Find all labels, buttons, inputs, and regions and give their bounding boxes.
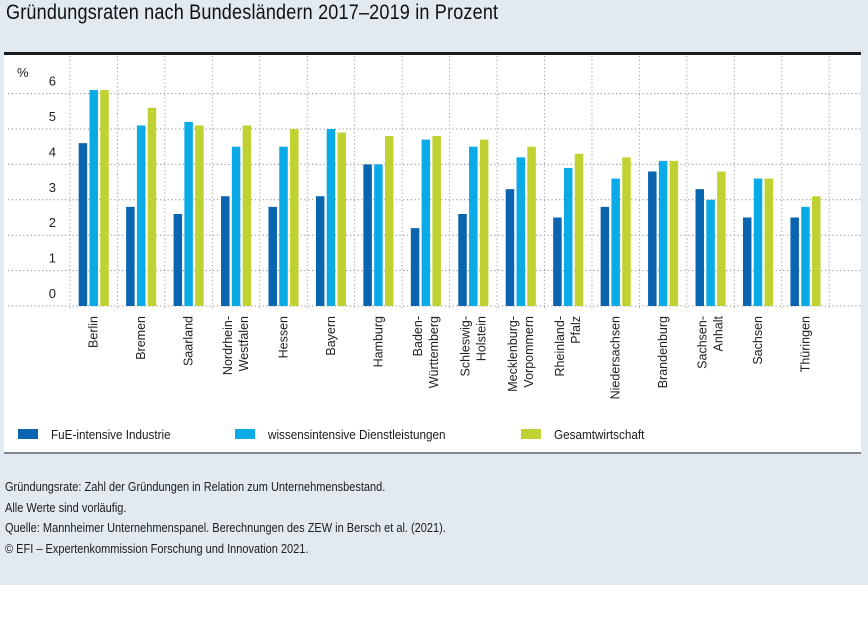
bar-wissen (753, 178, 763, 306)
bar-wissen (136, 125, 146, 307)
bar-fue (410, 228, 420, 306)
bar-gesamt (195, 125, 204, 307)
legend-swatch-gesamt (521, 429, 541, 439)
x-category-label: Baden- (411, 316, 425, 356)
bar-wissen (563, 167, 573, 306)
bars (78, 90, 821, 307)
x-category-label: Westfalen (237, 316, 251, 371)
bar-fue (126, 206, 135, 306)
y-tick-label: 6 (49, 74, 56, 89)
bar-wissen (279, 146, 288, 306)
x-category-label: Württemberg (427, 316, 441, 388)
bar-wissen (89, 90, 98, 306)
bar-wissen (469, 146, 478, 306)
x-category-label: Hamburg (371, 316, 385, 367)
bar-fue (458, 213, 467, 306)
bar-fue (315, 196, 325, 306)
x-category-label: Pfalz (569, 316, 583, 344)
y-tick-label: 2 (49, 215, 56, 230)
bar-wissen (326, 129, 336, 306)
bar-wissen (658, 160, 668, 306)
bar-gesamt (622, 157, 631, 306)
bar-wissen (611, 178, 620, 306)
x-category-label: Mecklenburg- (506, 316, 520, 392)
bar-fue (268, 206, 277, 306)
bar-fue (600, 206, 610, 306)
bar-fue (742, 217, 752, 306)
note-copyright: © EFI – Expertenkommission Forschung und… (5, 541, 309, 556)
bar-gesamt (812, 196, 821, 306)
y-tick-label: 5 (49, 109, 56, 124)
bar-fue (695, 189, 705, 306)
bar-gesamt (527, 146, 536, 306)
legend-label-wissen: wissensintensive Dienstleistungen (268, 426, 446, 442)
bar-gesamt (242, 125, 252, 307)
bar-fue (78, 143, 88, 306)
x-category-label: Bremen (134, 316, 148, 360)
bar-fue (648, 171, 657, 306)
y-tick-label: 4 (49, 144, 56, 159)
x-category-label: Bayern (324, 316, 338, 356)
bar-gesamt (337, 132, 347, 306)
bar-gesamt (669, 160, 679, 306)
note-source: Quelle: Mannheimer Unternehmenspanel. Be… (5, 521, 446, 535)
x-category-label: Nordrhein- (221, 316, 235, 375)
bar-fue (553, 217, 562, 306)
note-definition: Gründungsrate: Zahl der Gründungen in Re… (5, 480, 386, 494)
y-axis-unit-label: % (17, 65, 29, 80)
bar-gesamt (147, 107, 157, 306)
bar-fue (173, 213, 183, 306)
chart-title: Gründungsraten nach Bundesländern 2017–2… (6, 1, 499, 24)
x-category-label: Schleswig- (458, 316, 472, 376)
x-category-label: Holstein (474, 316, 488, 361)
legend-item-gesamt: Gesamtwirtschaft (521, 427, 654, 442)
legend-item-fue: FuE-intensive Industrie (18, 427, 184, 442)
x-category-label: Niedersachsen (609, 316, 623, 399)
x-category-label: Hessen (277, 316, 291, 358)
bar-gesamt (479, 139, 489, 306)
legend-item-wissen: wissensintensive Dienstleistungen (235, 427, 465, 442)
x-category-label: Thüringen (798, 316, 812, 372)
legend-label-fue: FuE-intensive Industrie (51, 426, 171, 442)
bar-chart: 0 1 2 3 4 5 6 % Berlin Bremen Saarland Nordrhein-… (8, 56, 861, 399)
bar-fue (363, 164, 372, 306)
bar-fue (505, 189, 515, 306)
bar-wissen (801, 206, 810, 306)
x-axis-category-labels: Berlin Bremen Saarland Nordrhein- Westfalen H… (87, 315, 813, 399)
bar-wissen (421, 139, 431, 306)
x-category-label: Vorpommern (522, 316, 536, 388)
legend-swatch-fue (18, 429, 38, 439)
bar-gesamt (717, 171, 726, 306)
x-category-label: Anhalt (712, 315, 726, 351)
bar-fue (221, 196, 230, 306)
legend-swatch-wissen (235, 429, 255, 439)
y-axis-ticks: 0 1 2 3 4 5 6 (49, 74, 56, 301)
x-category-label: Brandenburg (656, 316, 670, 388)
x-category-label: Rheinland- (553, 316, 567, 376)
bar-gesamt (100, 90, 109, 306)
bar-gesamt (384, 136, 394, 306)
x-category-label: Sachsen- (696, 316, 710, 369)
y-tick-label: 1 (49, 251, 56, 266)
x-category-label: Berlin (87, 316, 101, 348)
bar-wissen (516, 157, 526, 306)
legend-label-gesamt: Gesamtwirtschaft (554, 426, 645, 442)
bar-gesamt (764, 178, 774, 306)
x-category-label: Saarland (182, 316, 196, 366)
y-tick-label: 0 (49, 286, 56, 301)
y-tick-label: 3 (49, 180, 56, 195)
note-preliminary: Alle Werte sind vorläufig. (5, 500, 127, 515)
bar-wissen (184, 121, 193, 306)
bar-gesamt (290, 129, 299, 306)
bar-gesamt (432, 136, 441, 306)
x-category-label: Sachsen (751, 316, 765, 365)
bar-fue (790, 217, 799, 306)
bar-wissen (231, 146, 241, 306)
bar-gesamt (574, 153, 584, 306)
bar-wissen (374, 164, 383, 306)
footnotes: Gründungsrate: Zahl der Gründungen in Re… (5, 477, 506, 559)
bar-wissen (706, 199, 715, 306)
